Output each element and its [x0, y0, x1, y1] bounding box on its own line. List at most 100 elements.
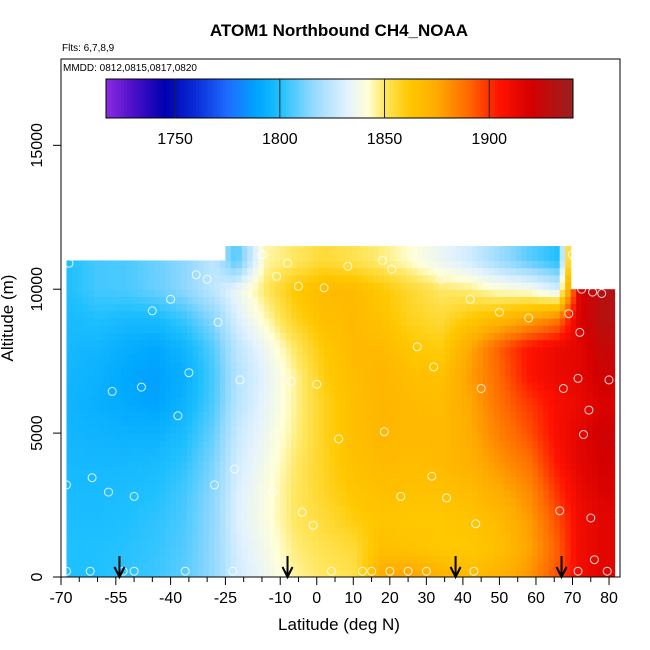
field-cell: [82, 303, 89, 312]
field-cell: [543, 346, 550, 355]
observation-point: [575, 327, 585, 337]
field-cell: [181, 512, 188, 521]
field-cell: [532, 418, 539, 427]
colorbar-strip: [477, 79, 481, 118]
field-cell: [104, 274, 111, 283]
field-cell: [400, 361, 407, 369]
field-cell: [77, 339, 84, 348]
field-cell: [493, 404, 501, 413]
field-cell: [417, 289, 424, 298]
field-cell: [461, 389, 468, 398]
field-cell: [99, 483, 106, 492]
observation-point: [429, 362, 439, 372]
field-cell: [345, 325, 353, 333]
field-cell: [274, 519, 281, 528]
field-cell: [400, 505, 407, 513]
field-cell: [411, 346, 418, 355]
field-cell: [258, 325, 265, 333]
field-cell: [428, 253, 435, 262]
field-cell: [565, 541, 572, 549]
field-cell: [499, 411, 506, 420]
field-cell: [493, 260, 501, 269]
field-cell: [543, 440, 550, 449]
field-cell: [170, 548, 177, 557]
field-cell: [99, 325, 106, 333]
field-cell: [176, 562, 183, 571]
field-cell: [411, 325, 418, 333]
field-cell: [598, 325, 605, 333]
field-cell: [126, 469, 133, 477]
field-cell: [400, 469, 407, 477]
field-cell: [598, 562, 605, 571]
field-cell: [132, 548, 139, 557]
field-cell: [208, 569, 216, 577]
field-cell: [104, 497, 111, 506]
field-cell: [384, 361, 391, 369]
field-cell: [307, 476, 314, 485]
field-cell: [148, 569, 155, 577]
field-cell: [258, 274, 265, 283]
field-cell: [269, 418, 276, 427]
field-cell: [214, 476, 221, 485]
field-cell: [565, 382, 572, 391]
field-cell: [439, 346, 446, 355]
colorbar-strip: [306, 79, 311, 118]
field-cell: [378, 483, 385, 492]
field-cell: [313, 303, 320, 312]
field-cell: [482, 282, 490, 290]
field-cell: [477, 505, 484, 513]
field-cell: [230, 310, 237, 319]
field-cell: [400, 353, 407, 362]
field-cell: [559, 397, 566, 405]
field-cell: [225, 368, 232, 377]
field-cell: [154, 440, 161, 449]
observation-point: [471, 519, 481, 529]
field-cell: [269, 274, 276, 283]
field-cell: [99, 267, 106, 276]
field-cell: [181, 490, 188, 499]
field-cell: [609, 310, 616, 319]
field-cell: [384, 541, 391, 549]
field-cell: [378, 411, 385, 420]
field-cell: [263, 447, 270, 456]
field-cell: [230, 389, 237, 398]
field-cell: [362, 368, 369, 377]
field-cell: [444, 569, 451, 577]
field-cell: [208, 332, 216, 341]
field-cell: [181, 476, 188, 485]
field-cell: [603, 483, 610, 492]
field-cell: [208, 361, 216, 369]
field-cell: [88, 310, 95, 319]
field-cell: [285, 418, 292, 427]
field-cell: [104, 555, 111, 564]
field-cell: [154, 332, 161, 341]
field-cell: [389, 375, 396, 384]
field-cell: [104, 375, 111, 384]
field-cell: [269, 533, 276, 542]
field-cell: [263, 346, 270, 355]
field-cell: [592, 368, 599, 377]
field-cell: [537, 433, 544, 441]
field-cell: [576, 454, 583, 463]
field-cell: [307, 310, 314, 319]
field-cell: [159, 533, 166, 542]
field-cell: [71, 533, 79, 542]
field-cell: [88, 533, 95, 542]
field-cell: [521, 353, 528, 362]
field-cell: [482, 353, 490, 362]
field-cell: [198, 533, 205, 542]
field-cell: [439, 382, 446, 391]
field-cell: [143, 469, 150, 477]
field-cell: [99, 303, 106, 312]
field-cell: [477, 303, 484, 312]
field-cell: [482, 267, 490, 276]
field-cell: [225, 397, 232, 405]
field-cell: [548, 555, 555, 564]
field-cell: [302, 418, 309, 427]
field-cell: [345, 490, 353, 499]
field-cell: [450, 469, 457, 477]
field-cell: [367, 433, 374, 441]
field-cell: [565, 353, 572, 362]
field-cell: [384, 289, 391, 298]
observation-point: [604, 375, 614, 385]
